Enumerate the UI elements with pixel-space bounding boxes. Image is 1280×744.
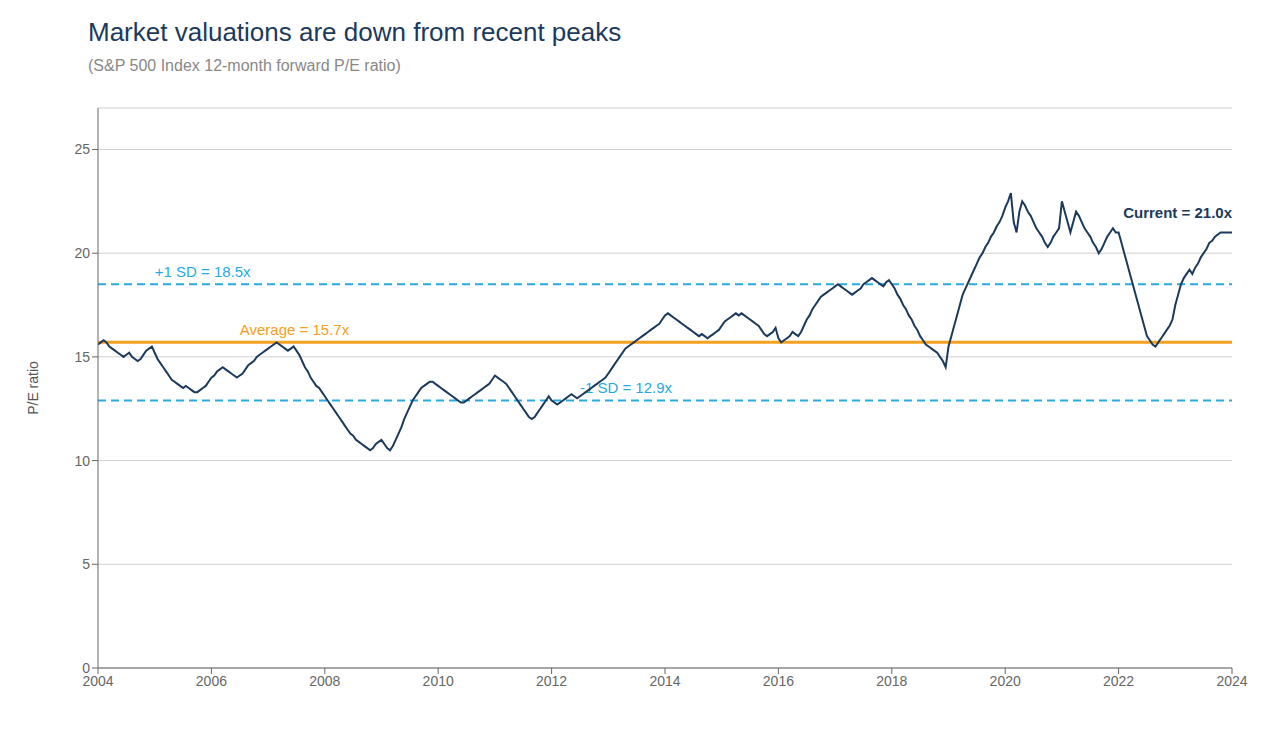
svg-text:-1 SD = 12.9x: -1 SD = 12.9x	[580, 379, 673, 396]
svg-text:2014: 2014	[649, 673, 680, 689]
svg-text:Average = 15.7x: Average = 15.7x	[240, 321, 350, 338]
svg-text:2006: 2006	[196, 673, 227, 689]
svg-text:2004: 2004	[82, 672, 114, 689]
svg-text:2012: 2012	[536, 673, 567, 689]
svg-text:2010: 2010	[423, 673, 454, 689]
svg-text:2020: 2020	[990, 673, 1021, 689]
svg-text:2024: 2024	[1216, 673, 1247, 689]
svg-text:2008: 2008	[309, 673, 340, 689]
svg-text:5: 5	[82, 556, 90, 572]
svg-text:Current = 21.0x: Current = 21.0x	[1123, 204, 1232, 221]
html-text:Market valuations are down fro: Market valuations are down from recent p…	[88, 17, 622, 47]
html-text:(S&P 500 Index 12-month forwar: (S&P 500 Index 12-month forward P/E rati…	[88, 57, 401, 74]
svg-text:P/E ratio: P/E ratio	[25, 361, 41, 415]
svg-text:25: 25	[74, 141, 90, 157]
svg-text:+1 SD = 18.5x: +1 SD = 18.5x	[155, 263, 251, 280]
svg-text:20: 20	[74, 245, 90, 261]
svg-text:2016: 2016	[763, 673, 794, 689]
svg-text:10: 10	[74, 453, 90, 469]
svg-text:2022: 2022	[1103, 673, 1134, 689]
svg-text:15: 15	[74, 349, 90, 365]
svg-text:0: 0	[82, 660, 90, 676]
svg-text:2018: 2018	[876, 673, 907, 689]
